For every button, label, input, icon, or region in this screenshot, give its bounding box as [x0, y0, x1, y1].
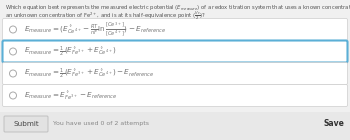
FancyBboxPatch shape — [0, 112, 350, 140]
Text: $E_{measure} = E^\circ_{Fe^{3+}} - E_{reference}$: $E_{measure} = E^\circ_{Fe^{3+}} - E_{re… — [24, 89, 117, 102]
Text: $E_{measure} = \frac{1}{2}(E^\circ_{Fe^{3+}} + E^\circ_{Ce^{4+}})$: $E_{measure} = \frac{1}{2}(E^\circ_{Fe^{… — [24, 44, 116, 59]
FancyBboxPatch shape — [2, 40, 348, 62]
Text: Which equation best represents the measured electric potential ($E_{measure}$) o: Which equation best represents the measu… — [5, 3, 350, 13]
Text: Save: Save — [323, 120, 344, 129]
Text: an unknown concentration of Fe$^{2+}$, and is at its half-equivalence point ($\f: an unknown concentration of Fe$^{2+}$, a… — [5, 10, 206, 22]
Text: $E_{measure} = (E^\circ_{Ce^{4+}} - \frac{RT}{nF}\ln\frac{[Ce^{3+}]}{[Ce^{4+}]}): $E_{measure} = (E^\circ_{Ce^{4+}} - \fra… — [24, 21, 167, 38]
Text: Submit: Submit — [13, 121, 39, 127]
Text: $E_{measure} = \frac{1}{2}(E^\circ_{Fe^{3+}} + E^\circ_{Ce^{4+}}) - E_{reference: $E_{measure} = \frac{1}{2}(E^\circ_{Fe^{… — [24, 66, 155, 81]
FancyBboxPatch shape — [2, 62, 348, 85]
FancyBboxPatch shape — [2, 85, 348, 107]
Text: You have used 0 of 2 attempts: You have used 0 of 2 attempts — [53, 122, 149, 127]
FancyBboxPatch shape — [4, 116, 48, 132]
FancyBboxPatch shape — [2, 18, 348, 40]
